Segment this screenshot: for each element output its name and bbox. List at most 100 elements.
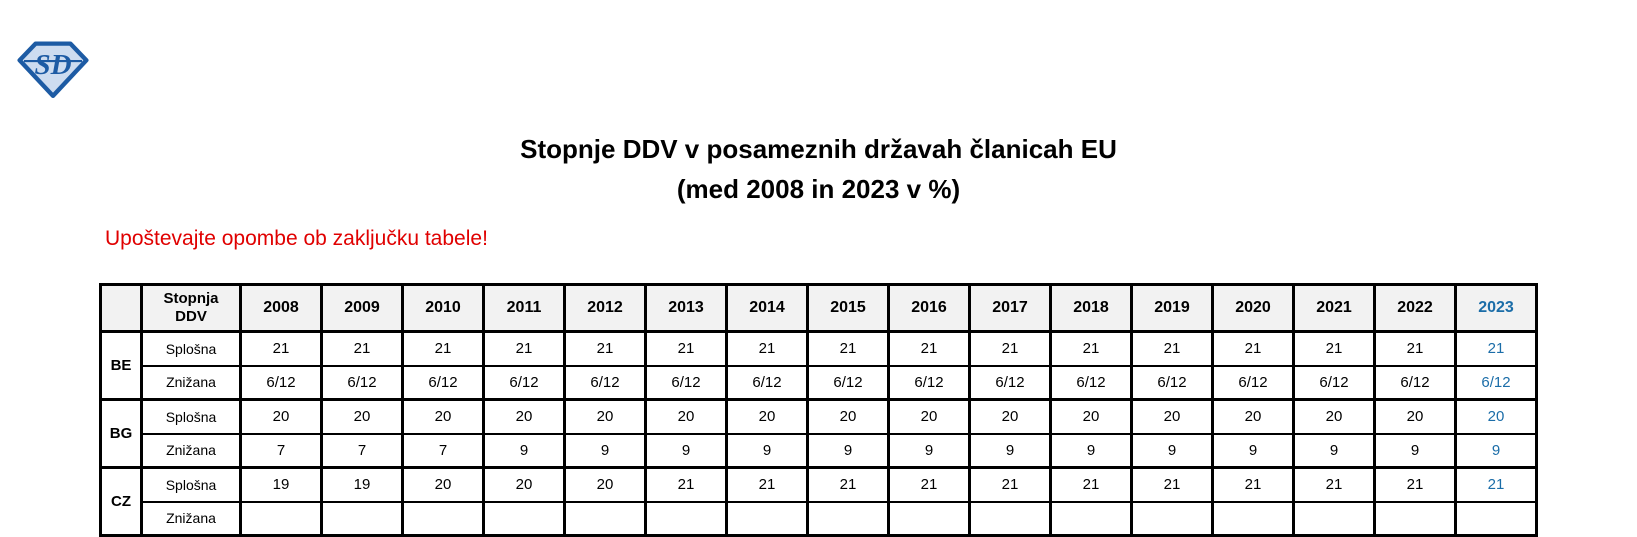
year-header-cell: 2015 <box>806 283 890 333</box>
vat-value-cell: 9 <box>1454 432 1538 469</box>
vat-value-cell: 6/12 <box>1373 364 1457 401</box>
vat-value-cell: 20 <box>1373 398 1457 435</box>
vat-value-cell: 9 <box>1130 432 1214 469</box>
country-code-cell: BE <box>99 330 143 401</box>
vat-value-cell: 7 <box>239 432 323 469</box>
rate-type-cell: Znižana <box>140 364 242 401</box>
rate-type-cell: Splošna <box>140 330 242 367</box>
vat-value-cell <box>1454 500 1538 537</box>
year-header-cell: 2022 <box>1373 283 1457 333</box>
table-row: Znižana 6/12 6/12 6/12 6/12 6/12 6/12 6/12 6/12 6… <box>101 364 1538 401</box>
year-header-cell: 2019 <box>1130 283 1214 333</box>
vat-value-cell: 6/12 <box>401 364 485 401</box>
table-row: BE Splošna 21 21 21 21 21 21 21 21 21 21 21 21 21 21 21 2… <box>99 330 1538 401</box>
vat-value-cell: 20 <box>968 398 1052 435</box>
vat-value-cell <box>806 500 890 537</box>
table-head-row: Stopnja DDV 2008 2009 2010 2011 2012 2013 2014 2… <box>99 283 1538 333</box>
vat-value-cell: 21 <box>725 330 809 367</box>
vat-value-cell: 21 <box>1373 466 1457 503</box>
table-body: BE Splošna 21 21 21 21 21 21 21 21 21 21 21 21 21 21 21 2… <box>99 330 1538 537</box>
vat-value-cell: 9 <box>887 432 971 469</box>
vat-value-cell: 21 <box>644 466 728 503</box>
vat-value-cell <box>1211 500 1295 537</box>
vat-value-cell: 21 <box>887 330 971 367</box>
vat-value-cell: 6/12 <box>806 364 890 401</box>
vat-value-cell: 21 <box>725 466 809 503</box>
title-line-1: Stopnje DDV v posameznih državah članica… <box>520 134 1117 164</box>
rate-type-cell: Splošna <box>140 466 242 503</box>
vat-value-cell: 19 <box>320 466 404 503</box>
vat-value-cell: 21 <box>1211 330 1295 367</box>
rate-type-cell: Znižana <box>140 500 242 537</box>
vat-value-cell: 20 <box>1211 398 1295 435</box>
vat-value-cell: 6/12 <box>1211 364 1295 401</box>
vat-value-cell <box>563 500 647 537</box>
vat-value-cell <box>401 500 485 537</box>
year-header-cell: 2016 <box>887 283 971 333</box>
vat-value-cell <box>239 500 323 537</box>
vat-value-cell <box>644 500 728 537</box>
vat-value-cell <box>1373 500 1457 537</box>
vat-value-cell: 20 <box>1049 398 1133 435</box>
vat-value-cell: 20 <box>563 398 647 435</box>
year-header-cell: 2011 <box>482 283 566 333</box>
vat-value-cell <box>1292 500 1376 537</box>
table-row: BG Splošna 20 20 20 20 20 20 20 20 20 20 20 20 20 20 20 2… <box>99 398 1538 469</box>
vat-value-cell: 9 <box>644 432 728 469</box>
vat-value-cell: 20 <box>1130 398 1214 435</box>
vat-value-cell: 21 <box>887 466 971 503</box>
vat-value-cell: 9 <box>1211 432 1295 469</box>
year-header-cell: 2009 <box>320 283 404 333</box>
rate-type-cell: Znižana <box>140 432 242 469</box>
vat-value-cell: 20 <box>1454 398 1538 435</box>
vat-value-cell: 20 <box>482 466 566 503</box>
vat-value-cell: 20 <box>401 398 485 435</box>
vat-value-cell: 21 <box>1454 330 1538 367</box>
vat-value-cell: 21 <box>320 330 404 367</box>
year-header-cell: 2017 <box>968 283 1052 333</box>
vat-value-cell: 7 <box>320 432 404 469</box>
vat-value-cell: 20 <box>887 398 971 435</box>
vat-value-cell <box>482 500 566 537</box>
vat-value-cell: 21 <box>239 330 323 367</box>
vat-value-cell <box>1130 500 1214 537</box>
vat-value-cell: 6/12 <box>968 364 1052 401</box>
vat-value-cell <box>1049 500 1133 537</box>
country-code-cell: CZ <box>99 466 143 537</box>
table-corner-cell <box>99 283 143 333</box>
vat-value-cell <box>887 500 971 537</box>
document-title: Stopnje DDV v posameznih državah članica… <box>0 129 1637 209</box>
vat-value-cell: 21 <box>968 466 1052 503</box>
year-header-cell: 2013 <box>644 283 728 333</box>
vat-value-cell <box>725 500 809 537</box>
logo-text: SD <box>34 49 71 81</box>
vat-value-cell: 20 <box>1292 398 1376 435</box>
vat-value-cell: 20 <box>644 398 728 435</box>
vat-value-cell: 6/12 <box>320 364 404 401</box>
vat-value-cell: 9 <box>482 432 566 469</box>
year-header-cell: 2012 <box>563 283 647 333</box>
vat-value-cell: 9 <box>1292 432 1376 469</box>
vat-value-cell: 21 <box>1049 466 1133 503</box>
rate-type-cell: Splošna <box>140 398 242 435</box>
table-row: Znižana 7 7 7 9 9 9 9 9 9 9 9 9 9 9 9 9 <box>101 432 1538 469</box>
vat-value-cell: 20 <box>725 398 809 435</box>
logo-shield-shape <box>17 41 89 98</box>
vat-value-cell: 21 <box>1130 466 1214 503</box>
vat-value-cell <box>320 500 404 537</box>
vat-value-cell: 20 <box>806 398 890 435</box>
notice-text: Upoštevajte opombe ob zaključku tabele! <box>105 227 488 250</box>
vat-value-cell: 6/12 <box>482 364 566 401</box>
vat-value-cell: 9 <box>806 432 890 469</box>
vat-value-cell: 21 <box>1211 466 1295 503</box>
vat-value-cell: 21 <box>401 330 485 367</box>
year-header-cell: 2014 <box>725 283 809 333</box>
vat-value-cell: 20 <box>401 466 485 503</box>
vat-value-cell: 21 <box>1454 466 1538 503</box>
vat-value-cell: 6/12 <box>239 364 323 401</box>
vat-value-cell: 20 <box>482 398 566 435</box>
vat-value-cell: 20 <box>320 398 404 435</box>
vat-value-cell: 6/12 <box>887 364 971 401</box>
vat-value-cell: 9 <box>563 432 647 469</box>
vat-value-cell: 21 <box>1049 330 1133 367</box>
